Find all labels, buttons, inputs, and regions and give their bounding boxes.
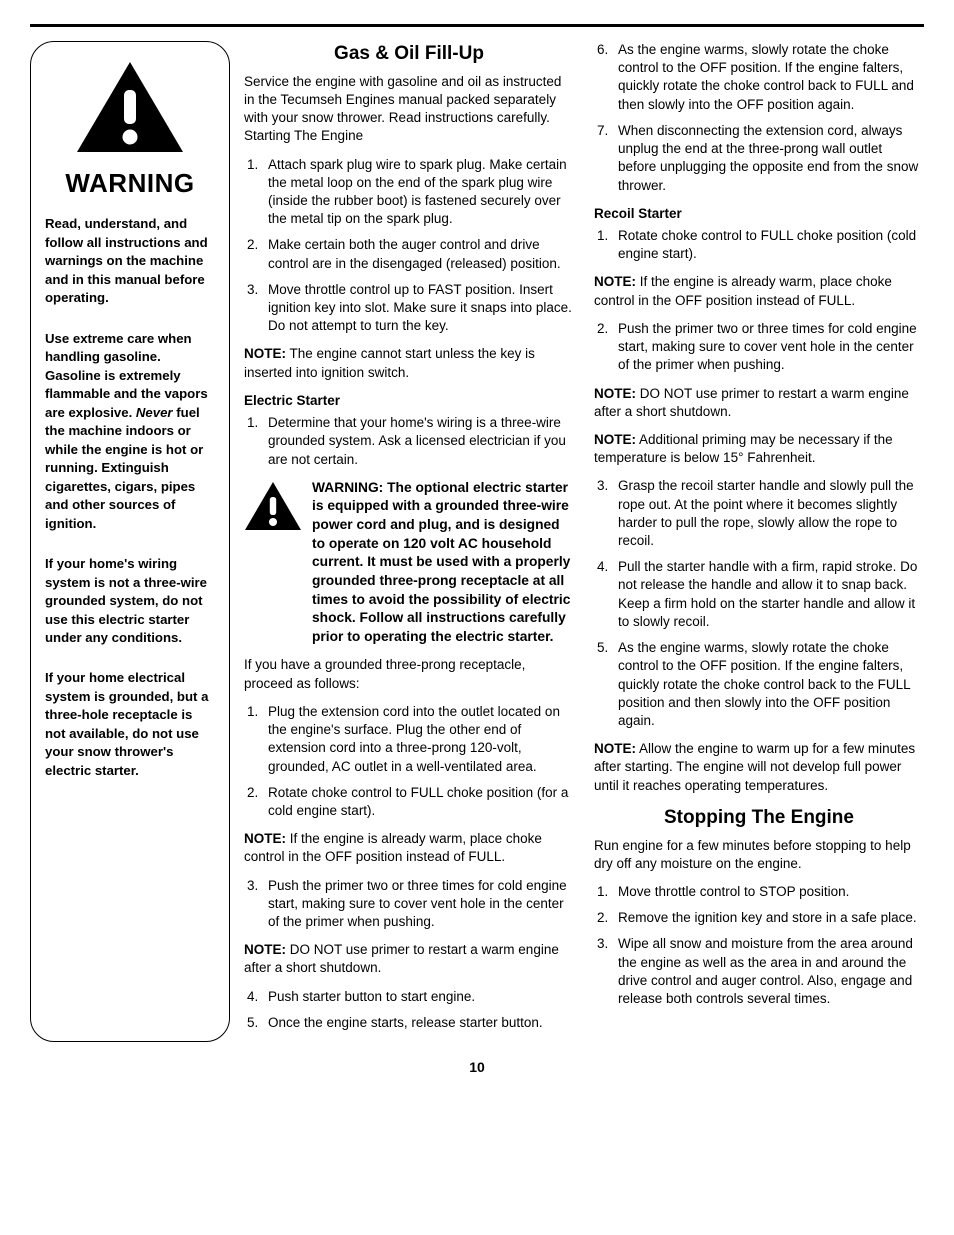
note-lead: NOTE: <box>594 274 636 289</box>
warning-para-1: Read, understand, and follow all instruc… <box>45 215 215 307</box>
note: NOTE: Allow the engine to warm up for a … <box>594 740 924 795</box>
electric-list-cont: As the engine warms, slowly rotate the c… <box>594 41 924 195</box>
recoil-list-3: Grasp the recoil starter handle and slow… <box>594 477 924 730</box>
column-left: Gas & Oil Fill-Up Service the engine wit… <box>244 41 574 1042</box>
inline-warning-block: WARNING: The optional electric starter i… <box>244 479 574 647</box>
note-lead: NOTE: <box>594 386 636 401</box>
heading-gas-oil: Gas & Oil Fill-Up <box>244 41 574 67</box>
note: NOTE: Additional priming may be necessar… <box>594 431 924 467</box>
stopping-list: Move throttle control to STOP position. … <box>594 883 924 1008</box>
warning-sidebar: WARNING Read, understand, and follow all… <box>30 41 230 1042</box>
electric-list-2: Plug the extension cord into the outlet … <box>244 703 574 820</box>
list-item: Remove the ignition key and store in a s… <box>612 909 924 927</box>
list-item: Determine that your home's wiring is a t… <box>262 414 574 469</box>
list-item: Rotate choke control to FULL choke posit… <box>262 784 574 820</box>
list-item: Grasp the recoil starter handle and slow… <box>612 477 924 550</box>
list-item: Make certain both the auger control and … <box>262 236 574 272</box>
list-item: Wipe all snow and moisture from the area… <box>612 935 924 1008</box>
warning-triangle-icon <box>244 479 302 647</box>
intro1: Service the engine with gasoline and oil… <box>244 74 561 125</box>
note-lead: NOTE: <box>244 831 286 846</box>
gas-oil-intro: Service the engine with gasoline and oil… <box>244 73 574 146</box>
note-body: Additional priming may be necessary if t… <box>594 432 893 465</box>
list-item: Once the engine starts, release starter … <box>262 1014 574 1032</box>
note-body: If the engine is already warm, place cho… <box>244 831 542 864</box>
note: NOTE: DO NOT use primer to restart a war… <box>244 941 574 977</box>
note: NOTE: The engine cannot start unless the… <box>244 345 574 381</box>
page-layout: WARNING Read, understand, and follow all… <box>30 41 924 1042</box>
list-item: When disconnecting the extension cord, a… <box>612 122 924 195</box>
note-body: DO NOT use primer to restart a warm engi… <box>244 942 559 975</box>
warning-triangle-icon <box>45 60 215 160</box>
starting-list: Attach spark plug wire to spark plug. Ma… <box>244 156 574 336</box>
note-lead: NOTE: <box>594 741 636 756</box>
list-item: Attach spark plug wire to spark plug. Ma… <box>262 156 574 229</box>
warning-para-4: If your home electrical system is ground… <box>45 669 215 780</box>
note-body: Allow the engine to warm up for a few mi… <box>594 741 915 792</box>
after-warn-para: If you have a grounded three-prong recep… <box>244 656 574 692</box>
content-columns: Gas & Oil Fill-Up Service the engine wit… <box>244 41 924 1042</box>
warning-para-3: If your home's wiring system is not a th… <box>45 555 215 647</box>
electric-list-1: Determine that your home's wiring is a t… <box>244 414 574 469</box>
list-item: As the engine warms, slowly rotate the c… <box>612 639 924 730</box>
intro2: Starting The Engine <box>244 128 363 143</box>
stopping-intro: Run engine for a few minutes before stop… <box>594 837 924 873</box>
heading-recoil-starter: Recoil Starter <box>594 205 924 223</box>
list-item: Push the primer two or three times for c… <box>612 320 924 375</box>
warning-p2-never: Never <box>136 405 173 420</box>
electric-list-3: Push the primer two or three times for c… <box>244 877 574 932</box>
note-lead: NOTE: <box>244 942 286 957</box>
warning-para-2: Use extreme care when handling gasoline.… <box>45 330 215 533</box>
note: NOTE: If the engine is already warm, pla… <box>244 830 574 866</box>
list-item: Move throttle control up to FAST positio… <box>262 281 574 336</box>
top-rule <box>30 24 924 27</box>
list-item: As the engine warms, slowly rotate the c… <box>612 41 924 114</box>
recoil-list-2: Push the primer two or three times for c… <box>594 320 924 375</box>
recoil-list-1: Rotate choke control to FULL choke posit… <box>594 227 924 263</box>
list-item: Push starter button to start engine. <box>262 988 574 1006</box>
electric-list-4: Push starter button to start engine. Onc… <box>244 988 574 1032</box>
list-item: Plug the extension cord into the outlet … <box>262 703 574 776</box>
note-lead: NOTE: <box>594 432 636 447</box>
note: NOTE: If the engine is already warm, pla… <box>594 273 924 309</box>
list-item: Pull the starter handle with a firm, rap… <box>612 558 924 631</box>
note-lead: NOTE: <box>244 346 286 361</box>
inline-warning-text: WARNING: The optional electric starter i… <box>312 479 574 647</box>
list-item: Push the primer two or three times for c… <box>262 877 574 932</box>
page-number: 10 <box>30 1058 924 1077</box>
note-body: The engine cannot start unless the key i… <box>244 346 535 379</box>
heading-stopping-engine: Stopping The Engine <box>594 805 924 831</box>
warning-heading: WARNING <box>45 166 215 201</box>
list-item: Rotate choke control to FULL choke posit… <box>612 227 924 263</box>
note: NOTE: DO NOT use primer to restart a war… <box>594 385 924 421</box>
note-body: DO NOT use primer to restart a warm engi… <box>594 386 909 419</box>
note-body: If the engine is already warm, place cho… <box>594 274 892 307</box>
heading-electric-starter: Electric Starter <box>244 392 574 410</box>
list-item: Move throttle control to STOP position. <box>612 883 924 901</box>
column-right: As the engine warms, slowly rotate the c… <box>594 41 924 1042</box>
warning-p2-b: fuel the machine indoors or while the en… <box>45 405 203 531</box>
